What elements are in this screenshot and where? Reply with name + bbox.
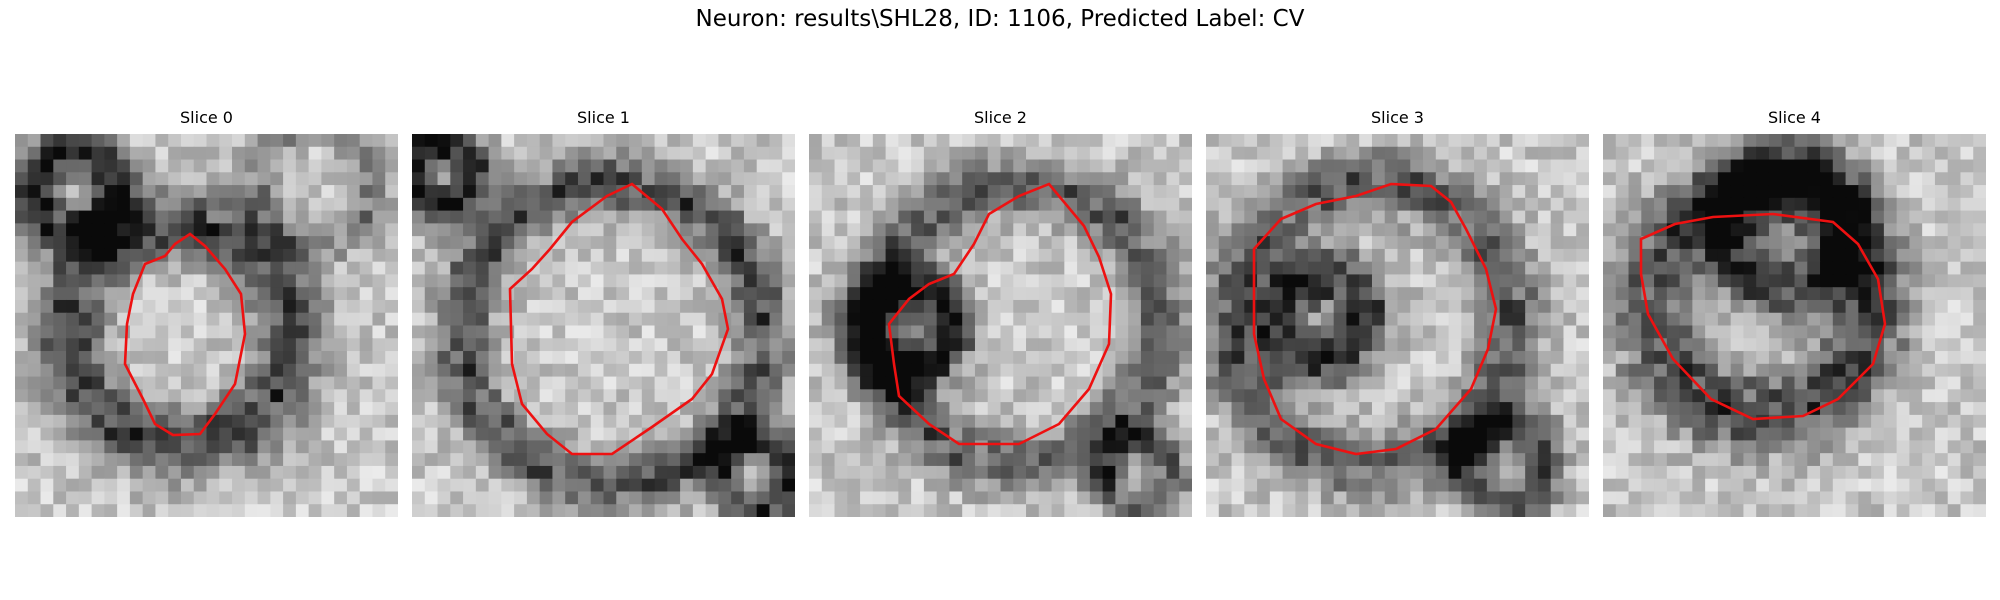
slice-title: Slice 0	[180, 108, 233, 127]
slice-image	[809, 134, 1192, 517]
slice-image	[412, 134, 795, 517]
segmentation-contour	[1252, 182, 1498, 456]
segmentation-contour	[1639, 212, 1887, 421]
figure-title: Neuron: results\SHL28, ID: 1106, Predict…	[695, 6, 1305, 32]
slice-image	[15, 134, 398, 517]
slice-image	[1603, 134, 1986, 517]
slice-title: Slice 2	[974, 108, 1027, 127]
segmentation-contour	[123, 232, 247, 437]
slice-title: Slice 4	[1768, 108, 1821, 127]
slice-title: Slice 3	[1371, 108, 1424, 127]
slice-title: Slice 1	[577, 108, 630, 127]
slice-image	[1206, 134, 1589, 517]
segmentation-contour	[887, 182, 1113, 446]
segmentation-contour	[508, 182, 730, 456]
